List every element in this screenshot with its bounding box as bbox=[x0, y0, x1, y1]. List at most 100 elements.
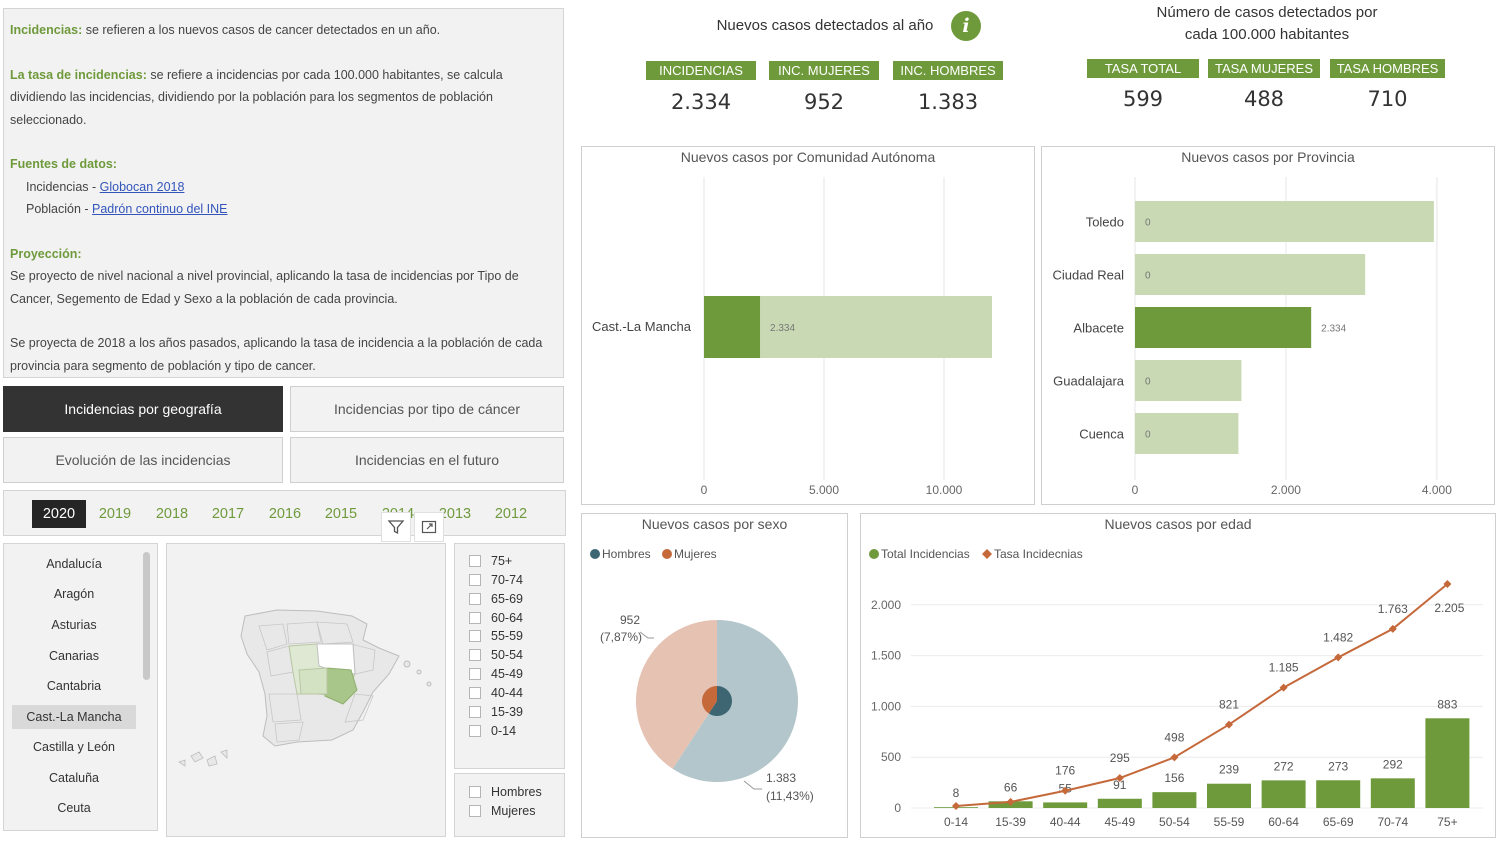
nav-evolucion-button[interactable]: Evolución de las incidencias bbox=[3, 437, 283, 483]
year-2013[interactable]: 2013 bbox=[438, 506, 472, 522]
tasa-label: La tasa de incidencias: bbox=[10, 67, 147, 82]
sex-checkbox-mujeres[interactable]: Mujeres bbox=[469, 802, 535, 820]
nav-futuro-button[interactable]: Incidencias en el futuro bbox=[290, 437, 564, 483]
kpi-tasa-hombres-value: 710 bbox=[1367, 87, 1408, 111]
fuente-poblacion-prefix: Población - bbox=[26, 202, 93, 216]
line-value-label: 498 bbox=[1164, 730, 1184, 744]
legend-label: Tasa Incidecnias bbox=[994, 547, 1083, 561]
focus-mode-icon[interactable] bbox=[414, 512, 444, 542]
spain-map[interactable] bbox=[167, 544, 445, 836]
y-tick-label: 2.000 bbox=[871, 598, 901, 612]
info-icon[interactable]: i bbox=[951, 11, 981, 41]
pie-label-value: 1.383 bbox=[766, 771, 796, 785]
x-tick-label: 55-59 bbox=[1214, 815, 1245, 829]
tasa-point[interactable] bbox=[1388, 624, 1397, 633]
region-item[interactable]: Ceuta bbox=[57, 801, 91, 815]
pie-slice-mujeres[interactable] bbox=[636, 620, 717, 769]
year-2012[interactable]: 2012 bbox=[494, 506, 528, 522]
region-item[interactable]: Castilla y León bbox=[33, 740, 115, 754]
tasa-point[interactable] bbox=[1443, 579, 1452, 588]
pie-label-pct: (7,87%) bbox=[600, 630, 642, 644]
region-item[interactable]: Cataluña bbox=[48, 771, 100, 785]
bar-value-label: 273 bbox=[1328, 759, 1348, 773]
age-checkbox[interactable]: 50-54 bbox=[469, 646, 523, 664]
age-checkbox[interactable]: 0-14 bbox=[469, 722, 516, 740]
chart-comunidad-svg: 0 5.000 10.000 2.334 Cast.-La Mancha bbox=[592, 177, 992, 497]
x-tick-label: 50-54 bbox=[1159, 815, 1190, 829]
tasa-point[interactable] bbox=[1279, 683, 1288, 692]
year-2020[interactable]: 2020 bbox=[32, 500, 86, 528]
age-checkbox[interactable]: 15-39 bbox=[469, 703, 523, 721]
tasa-point[interactable] bbox=[1225, 720, 1233, 729]
year-2015[interactable]: 2015 bbox=[324, 506, 358, 522]
x-tick-label: 10.000 bbox=[926, 483, 963, 497]
region-item[interactable]: Andalucía bbox=[46, 557, 102, 571]
region-item[interactable]: Canarias bbox=[48, 649, 100, 663]
chart-provincia-svg: 0 2.000 4.000 Toledo 0 Ciudad Real 0 Albacete 2.… bbox=[1052, 177, 1452, 497]
bar[interactable] bbox=[1207, 783, 1251, 808]
tasa-point[interactable] bbox=[1170, 753, 1179, 762]
bar-value-label: 156 bbox=[1164, 771, 1184, 785]
bar-value-label: 292 bbox=[1383, 757, 1403, 771]
line-value-label: 295 bbox=[1110, 751, 1130, 765]
map-panel bbox=[166, 543, 446, 837]
tasa-point[interactable] bbox=[1061, 786, 1070, 795]
chart-provincia-panel: Nuevos casos por Provincia 0 2.000 4.000 To… bbox=[1041, 146, 1495, 505]
pie-leader-line bbox=[743, 780, 762, 790]
age-checkbox[interactable]: 45-49 bbox=[469, 665, 523, 683]
chart-sexo-panel: Nuevos casos por sexo Hombres Mujeres 1.38… bbox=[581, 513, 848, 838]
filter-icon[interactable] bbox=[381, 512, 411, 542]
bar[interactable] bbox=[1261, 780, 1306, 808]
bar-value-label: 0 bbox=[1145, 271, 1151, 282]
year-2017[interactable]: 2017 bbox=[211, 506, 245, 522]
age-filter-panel: 75+ 70-74 65-69 60-64 55-59 50-54 45-49 … bbox=[454, 543, 565, 769]
bar[interactable] bbox=[1097, 798, 1142, 808]
bar[interactable] bbox=[1135, 413, 1239, 454]
line-value-label: 1.482 bbox=[1323, 630, 1353, 644]
year-2018[interactable]: 2018 bbox=[155, 506, 189, 522]
globocan-link[interactable]: Globocan 2018 bbox=[99, 179, 185, 194]
age-checkbox[interactable]: 60-64 bbox=[469, 609, 523, 627]
tasa-point[interactable] bbox=[952, 801, 960, 810]
age-checkbox[interactable]: 40-44 bbox=[469, 684, 523, 702]
fuente-incidencias-prefix: Incidencias - bbox=[26, 179, 100, 194]
x-tick-label: 70-74 bbox=[1377, 815, 1408, 829]
nav-geografia-button[interactable]: Incidencias por geografía bbox=[3, 386, 283, 432]
kpi-inc-mujeres-value: 952 bbox=[803, 90, 845, 114]
year-2019[interactable]: 2019 bbox=[98, 506, 132, 522]
chart-edad-title: Nuevos casos por edad bbox=[1104, 516, 1252, 532]
age-checkbox[interactable]: 65-69 bbox=[469, 590, 523, 608]
region-item-selected[interactable]: Cast.-La Mancha bbox=[12, 705, 136, 729]
age-checkbox[interactable]: 70-74 bbox=[469, 571, 523, 589]
bar-highlight[interactable] bbox=[704, 296, 761, 358]
padron-link[interactable]: Padrón continuo del INE bbox=[92, 202, 228, 216]
region-item[interactable]: Asturias bbox=[51, 618, 97, 632]
bar[interactable] bbox=[1135, 201, 1434, 242]
age-checkbox[interactable]: 75+ bbox=[469, 552, 512, 570]
bar[interactable] bbox=[1316, 780, 1361, 808]
region-item[interactable]: Cantabria bbox=[46, 679, 102, 693]
bar[interactable] bbox=[1043, 802, 1088, 808]
region-item[interactable]: Aragón bbox=[53, 587, 95, 601]
bar-value-label: 883 bbox=[1437, 697, 1457, 711]
bar[interactable] bbox=[1135, 307, 1312, 348]
category-label: Toledo bbox=[1086, 215, 1124, 230]
chart-provincia-title: Nuevos casos por Provincia bbox=[1181, 149, 1355, 165]
bar[interactable] bbox=[1135, 360, 1242, 401]
tasa-point[interactable] bbox=[1006, 797, 1015, 806]
age-checkbox[interactable]: 55-59 bbox=[469, 627, 523, 645]
tasa-point[interactable] bbox=[1334, 653, 1343, 662]
legend-label: Total Incidencias bbox=[881, 547, 970, 561]
tasa-point[interactable] bbox=[1115, 774, 1124, 783]
bar[interactable] bbox=[1135, 254, 1366, 295]
bar[interactable] bbox=[1425, 718, 1470, 808]
nav-tipo-cancer-button[interactable]: Incidencias por tipo de cáncer bbox=[290, 386, 564, 432]
pie-slice-hombres[interactable] bbox=[672, 620, 798, 782]
kpi-tasa-mujeres-label: TASA MUJERES bbox=[1208, 59, 1320, 78]
region-scrollbar[interactable] bbox=[143, 552, 150, 680]
proyeccion-text-1: Se proyecto de nivel nacional a nivel pr… bbox=[10, 269, 519, 306]
bar[interactable] bbox=[1370, 778, 1415, 808]
year-2016[interactable]: 2016 bbox=[268, 506, 302, 522]
bar[interactable] bbox=[1152, 792, 1197, 808]
sex-checkbox-hombres[interactable]: Hombres bbox=[469, 783, 542, 801]
